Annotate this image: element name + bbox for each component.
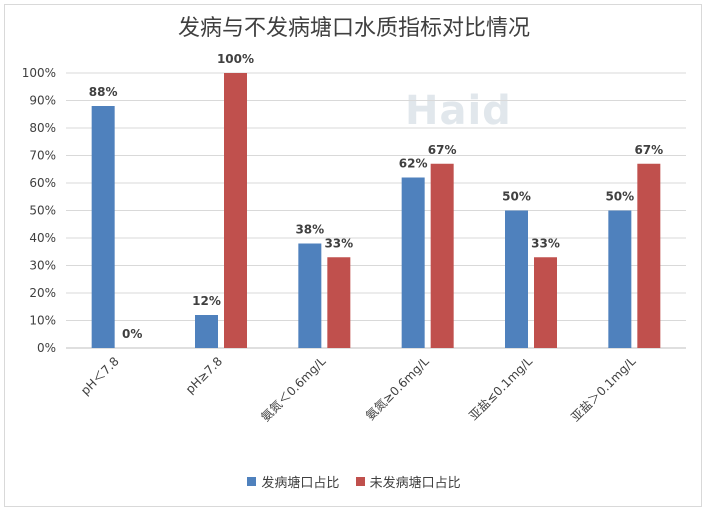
bar-series-1 [505,210,528,348]
chart-title: 发病与不发病塘口水质指标对比情况 [177,16,530,41]
legend-item-series-1: 发病塘口占比 [247,472,339,491]
chart-frame [4,4,702,507]
y-tick-label: 50% [29,204,56,218]
data-label: 50% [605,190,634,204]
watermark-text: Haid [405,88,512,134]
data-label: 67% [634,143,663,157]
bar-series-1 [608,210,632,348]
x-tick-label: pH≥7.8 [183,354,225,396]
data-label: 50% [502,190,531,204]
data-label: 33% [324,236,353,250]
bar-series-2 [327,257,351,348]
x-tick-label: 亚盐＞0.1mg/L [568,354,638,424]
data-label: 62% [399,157,428,171]
y-tick-label: 30% [29,259,56,273]
data-label: 88% [89,85,118,99]
bar-series-1 [401,177,425,348]
legend-swatch-series-1 [247,477,257,486]
legend: 发病塘口占比 未发病塘口占比 [0,472,708,491]
y-tick-label: 90% [29,94,56,108]
y-tick-label: 70% [29,149,56,163]
data-label: 12% [192,294,221,308]
legend-swatch-series-2 [355,477,365,486]
y-tick-label: 20% [29,286,56,300]
bar-series-2 [430,163,454,348]
y-tick-label: 40% [29,231,56,245]
legend-label-series-2: 未发病塘口占比 [369,476,461,491]
bar-series-2 [224,73,247,348]
x-tick-label: 亚盐≤0.1mg/L [466,354,535,423]
x-tick-label: pH＜7.8 [78,354,122,398]
x-tick-label: 氨氮≥0.6mg/L [362,353,432,423]
data-label: 38% [295,223,324,237]
x-tick-label: 氨氮＜0.6mg/L [258,353,329,424]
data-label: 0% [122,327,142,341]
y-tick-label: 100% [22,66,56,80]
watermark-logo: Haid [405,88,512,134]
bar-series-2 [534,257,557,348]
y-tick-label: 60% [29,176,56,190]
data-label: 67% [428,143,457,157]
bar-series-2 [637,163,661,348]
bar-series-1 [91,106,115,348]
data-label: 100% [217,52,254,66]
legend-item-series-2: 未发病塘口占比 [355,472,461,491]
bar-series-1 [298,243,322,348]
data-label: 33% [531,236,560,250]
y-tick-label: 80% [29,121,56,135]
bar-series-1 [195,315,218,348]
y-tick-label: 10% [29,314,56,328]
y-tick-label: 0% [37,341,56,355]
legend-label-series-1: 发病塘口占比 [261,476,340,491]
